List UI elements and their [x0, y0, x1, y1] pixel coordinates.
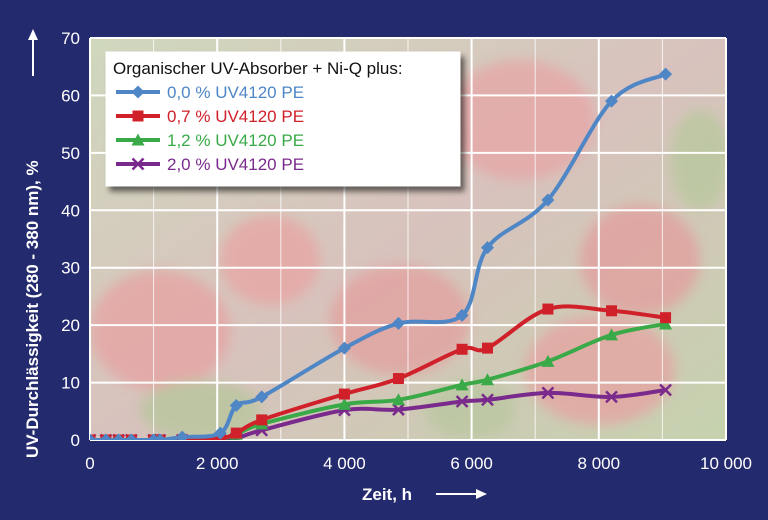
- y-tick-label: 60: [61, 86, 80, 105]
- data-point-marker: [605, 94, 619, 108]
- legend-label: 0,7 % UV4120 PE: [167, 107, 304, 126]
- tick-labels: 0 2 000 4 000 6 000 8 000 10 000 0 10 20 30 40 50 60…: [61, 29, 752, 473]
- series-line: [90, 72, 668, 440]
- data-point-marker: [175, 430, 189, 440]
- x-axis-title-group: Zeit, h: [362, 485, 487, 504]
- series-layer: [90, 67, 673, 440]
- data-point-marker: [255, 390, 269, 404]
- legend-entry: 0,0 % UV4120 PE: [116, 83, 304, 102]
- data-point-marker: [606, 305, 618, 317]
- y-tick-label: 10: [61, 374, 80, 393]
- y-axis-arrow: [28, 29, 38, 76]
- data-point-marker: [455, 395, 469, 408]
- data-point-marker: [481, 393, 494, 407]
- data-point-marker: [659, 67, 673, 81]
- data-point-marker: [455, 378, 469, 391]
- data-point-marker: [90, 433, 97, 440]
- y-tick-label: 0: [71, 431, 80, 450]
- data-point-marker: [337, 397, 351, 410]
- series-diamond: [90, 67, 673, 440]
- legend-swatch-marker: [131, 133, 145, 146]
- x-tick-label: 8 000: [578, 454, 621, 473]
- legend: Organischer UV-Absorber + Ni-Q plus: 0,0…: [105, 51, 461, 187]
- y-tick-label: 40: [61, 201, 80, 220]
- x-tick-label: 10 000: [700, 454, 752, 473]
- data-point-marker: [541, 193, 555, 207]
- data-point-marker: [124, 433, 138, 440]
- data-point-marker: [481, 373, 494, 386]
- x-axis-title: Zeit, h: [362, 485, 412, 504]
- data-point-marker: [455, 308, 469, 322]
- data-point-marker: [605, 390, 618, 404]
- legend-entry: 0,7 % UV4120 PE: [116, 107, 304, 126]
- data-point-marker: [659, 317, 673, 330]
- y-tick-label: 50: [61, 144, 80, 163]
- x-axis-arrow: [436, 489, 487, 499]
- x-tick-label: 2 000: [196, 454, 239, 473]
- legend-label: 0,0 % UV4120 PE: [167, 83, 304, 102]
- data-point-marker: [542, 303, 554, 315]
- data-point-marker: [256, 414, 268, 426]
- data-point-marker: [337, 341, 351, 355]
- data-point-marker: [112, 433, 126, 440]
- legend-entry: 2,0 % UV4120 PE: [116, 155, 304, 174]
- x-tick-label: 4 000: [323, 454, 366, 473]
- data-point-marker: [153, 433, 167, 440]
- x-tick-label: 6 000: [450, 454, 493, 473]
- data-point-marker: [391, 316, 405, 330]
- data-point-marker: [99, 433, 113, 440]
- legend-box: [105, 51, 461, 187]
- legend-label: 2,0 % UV4120 PE: [167, 155, 304, 174]
- data-point-marker: [213, 426, 227, 440]
- y-tick-label: 20: [61, 316, 80, 335]
- data-point-marker: [541, 354, 555, 367]
- y-tick-label: 30: [61, 259, 80, 278]
- data-point-marker: [541, 386, 555, 400]
- legend-swatch-marker: [132, 110, 144, 122]
- legend-entry: 1,2 % UV4120 PE: [116, 131, 304, 150]
- legend-swatch-marker: [131, 85, 145, 99]
- data-point-marker: [456, 343, 468, 355]
- legend-label: 1,2 % UV4120 PE: [167, 131, 304, 150]
- data-point-marker: [481, 241, 494, 255]
- legend-title: Organischer UV-Absorber + Ni-Q plus:: [113, 59, 403, 78]
- legend-swatch-marker: [131, 157, 145, 171]
- data-point-marker: [605, 328, 619, 341]
- y-axis-title-group: UV-Durchlässigkeit (280 - 380 nm), %: [23, 29, 42, 458]
- data-point-marker: [660, 312, 672, 324]
- y-axis-title: UV-Durchlässigkeit (280 - 380 nm), %: [23, 160, 42, 458]
- y-tick-label: 70: [61, 29, 80, 48]
- x-tick-label: 0: [85, 454, 94, 473]
- data-point-marker: [338, 388, 350, 400]
- data-point-marker: [392, 403, 405, 416]
- data-point-marker: [229, 399, 243, 413]
- data-point-marker: [230, 427, 242, 439]
- data-point-marker: [482, 342, 493, 354]
- data-point-marker: [392, 373, 404, 385]
- data-point-marker: [659, 383, 672, 397]
- data-point-marker: [391, 393, 405, 406]
